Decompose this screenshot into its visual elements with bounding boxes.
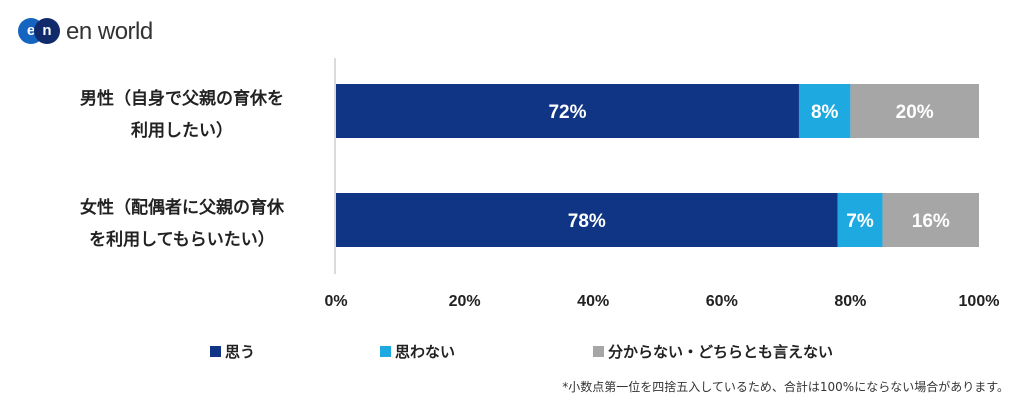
brand-logo: e n en world bbox=[18, 18, 153, 46]
data-label: 7% bbox=[846, 211, 874, 232]
bar-segment bbox=[850, 84, 979, 138]
brand-name: en world bbox=[66, 18, 153, 45]
data-label: 78% bbox=[568, 211, 606, 232]
category-label-line1: 女性（配偶者に父親の育休 bbox=[80, 197, 285, 218]
data-label: 16% bbox=[912, 211, 950, 232]
legend-label: 分からない・どちらとも言えない bbox=[608, 343, 833, 361]
x-tick-label: 40% bbox=[577, 293, 609, 310]
legend-swatch bbox=[593, 346, 604, 357]
data-label: 8% bbox=[811, 102, 839, 123]
data-label: 20% bbox=[896, 102, 934, 123]
bar-segment bbox=[336, 84, 799, 138]
en-world-logo-icon: e n bbox=[18, 18, 60, 46]
bar-segment bbox=[798, 84, 851, 138]
bar-segment bbox=[837, 193, 883, 247]
legend-label: 思う bbox=[225, 343, 255, 361]
legend-swatch bbox=[380, 346, 391, 357]
x-tick-label: 80% bbox=[834, 293, 866, 310]
x-tick-label: 20% bbox=[449, 293, 481, 310]
bar-segment bbox=[336, 193, 838, 247]
legend-swatch bbox=[210, 346, 221, 357]
category-label-line2: 利用したい） bbox=[131, 120, 233, 141]
legend-label: 思わない bbox=[395, 343, 455, 361]
bar-segment bbox=[882, 193, 979, 247]
x-tick-label: 0% bbox=[324, 293, 347, 310]
category-label-line2: を利用してもらいたい） bbox=[89, 229, 275, 250]
x-tick-label: 100% bbox=[959, 293, 1000, 310]
data-label: 72% bbox=[548, 102, 586, 123]
category-label-line1: 男性（自身で父親の育休を bbox=[80, 88, 284, 109]
x-tick-label: 60% bbox=[706, 293, 738, 310]
footnote: *小数点第一位を四捨五入しているため、合計は100%にならない場合があります。 bbox=[562, 380, 1009, 394]
